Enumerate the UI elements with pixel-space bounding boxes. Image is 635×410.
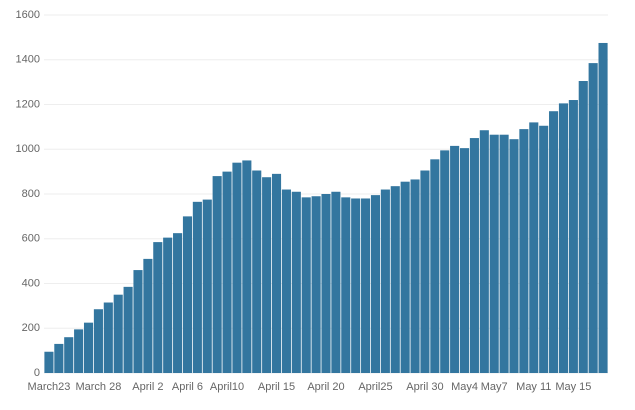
y-tick-label: 1200 — [16, 98, 40, 110]
bar — [163, 237, 173, 373]
bar — [291, 191, 301, 373]
y-tick-label: 200 — [22, 322, 40, 334]
bar — [549, 111, 559, 374]
bar — [430, 159, 440, 373]
bar — [103, 302, 113, 373]
bar — [281, 189, 291, 373]
bar — [539, 125, 549, 373]
bar — [588, 63, 598, 373]
bar — [400, 181, 410, 373]
bar — [370, 195, 381, 373]
bar — [222, 171, 232, 373]
bar — [509, 139, 519, 373]
bar — [113, 294, 123, 373]
x-tick-label: April10 — [210, 381, 244, 393]
bar — [93, 309, 103, 373]
bar — [558, 103, 569, 373]
bar — [410, 179, 420, 373]
y-tick-label: 0 — [34, 367, 40, 379]
bar — [242, 160, 252, 373]
bar — [182, 216, 193, 373]
x-tick-label: March23 — [28, 381, 71, 393]
bar — [469, 138, 479, 373]
bar — [519, 129, 529, 373]
bar — [133, 270, 143, 373]
bar — [380, 189, 390, 373]
x-tick-label: April 30 — [406, 381, 443, 393]
y-tick-label: 1600 — [16, 9, 40, 21]
bar — [271, 173, 282, 373]
x-tick-label: May 11 — [516, 381, 551, 393]
bar — [321, 194, 331, 373]
bar — [598, 42, 608, 373]
bar — [390, 186, 400, 373]
bar — [173, 233, 183, 373]
bar — [578, 81, 588, 373]
bar — [212, 176, 222, 373]
bar — [232, 162, 242, 373]
bar — [459, 148, 470, 373]
bar — [143, 258, 153, 373]
x-tick-label: April 15 — [258, 381, 295, 393]
bar — [202, 199, 212, 373]
bar — [64, 337, 74, 373]
x-tick-label: April 6 — [172, 381, 203, 393]
bar — [489, 134, 499, 373]
x-tick-label: May 15 — [555, 381, 591, 393]
bar — [44, 351, 54, 373]
x-tick-label: April25 — [358, 381, 392, 393]
bar — [341, 197, 351, 373]
bar — [499, 134, 509, 373]
x-tick-label: April 2 — [132, 381, 163, 393]
bar — [361, 198, 371, 373]
bar — [331, 191, 341, 373]
x-tick-label: May4 — [451, 381, 478, 393]
bar — [529, 122, 539, 374]
bar — [74, 329, 84, 373]
bar — [153, 242, 163, 373]
bar — [420, 170, 430, 373]
bar — [262, 177, 272, 373]
bar — [311, 196, 321, 373]
y-tick-label: 1400 — [16, 54, 40, 66]
bar — [479, 130, 489, 373]
y-tick-label: 400 — [22, 277, 40, 289]
x-tick-label: May7 — [481, 381, 508, 393]
x-tick-label: April 20 — [307, 381, 344, 393]
bar — [192, 201, 202, 373]
bar — [301, 197, 311, 373]
y-tick-label: 1000 — [16, 143, 40, 155]
bar — [54, 343, 64, 373]
y-tick-label: 600 — [22, 233, 40, 245]
bar — [568, 100, 578, 374]
bar — [123, 286, 133, 373]
y-tick-label: 800 — [22, 188, 40, 200]
bar — [440, 150, 450, 373]
bar — [450, 145, 460, 373]
bar — [351, 198, 361, 373]
bar — [252, 170, 262, 373]
bar — [83, 322, 94, 373]
x-tick-label: March 28 — [75, 381, 121, 393]
